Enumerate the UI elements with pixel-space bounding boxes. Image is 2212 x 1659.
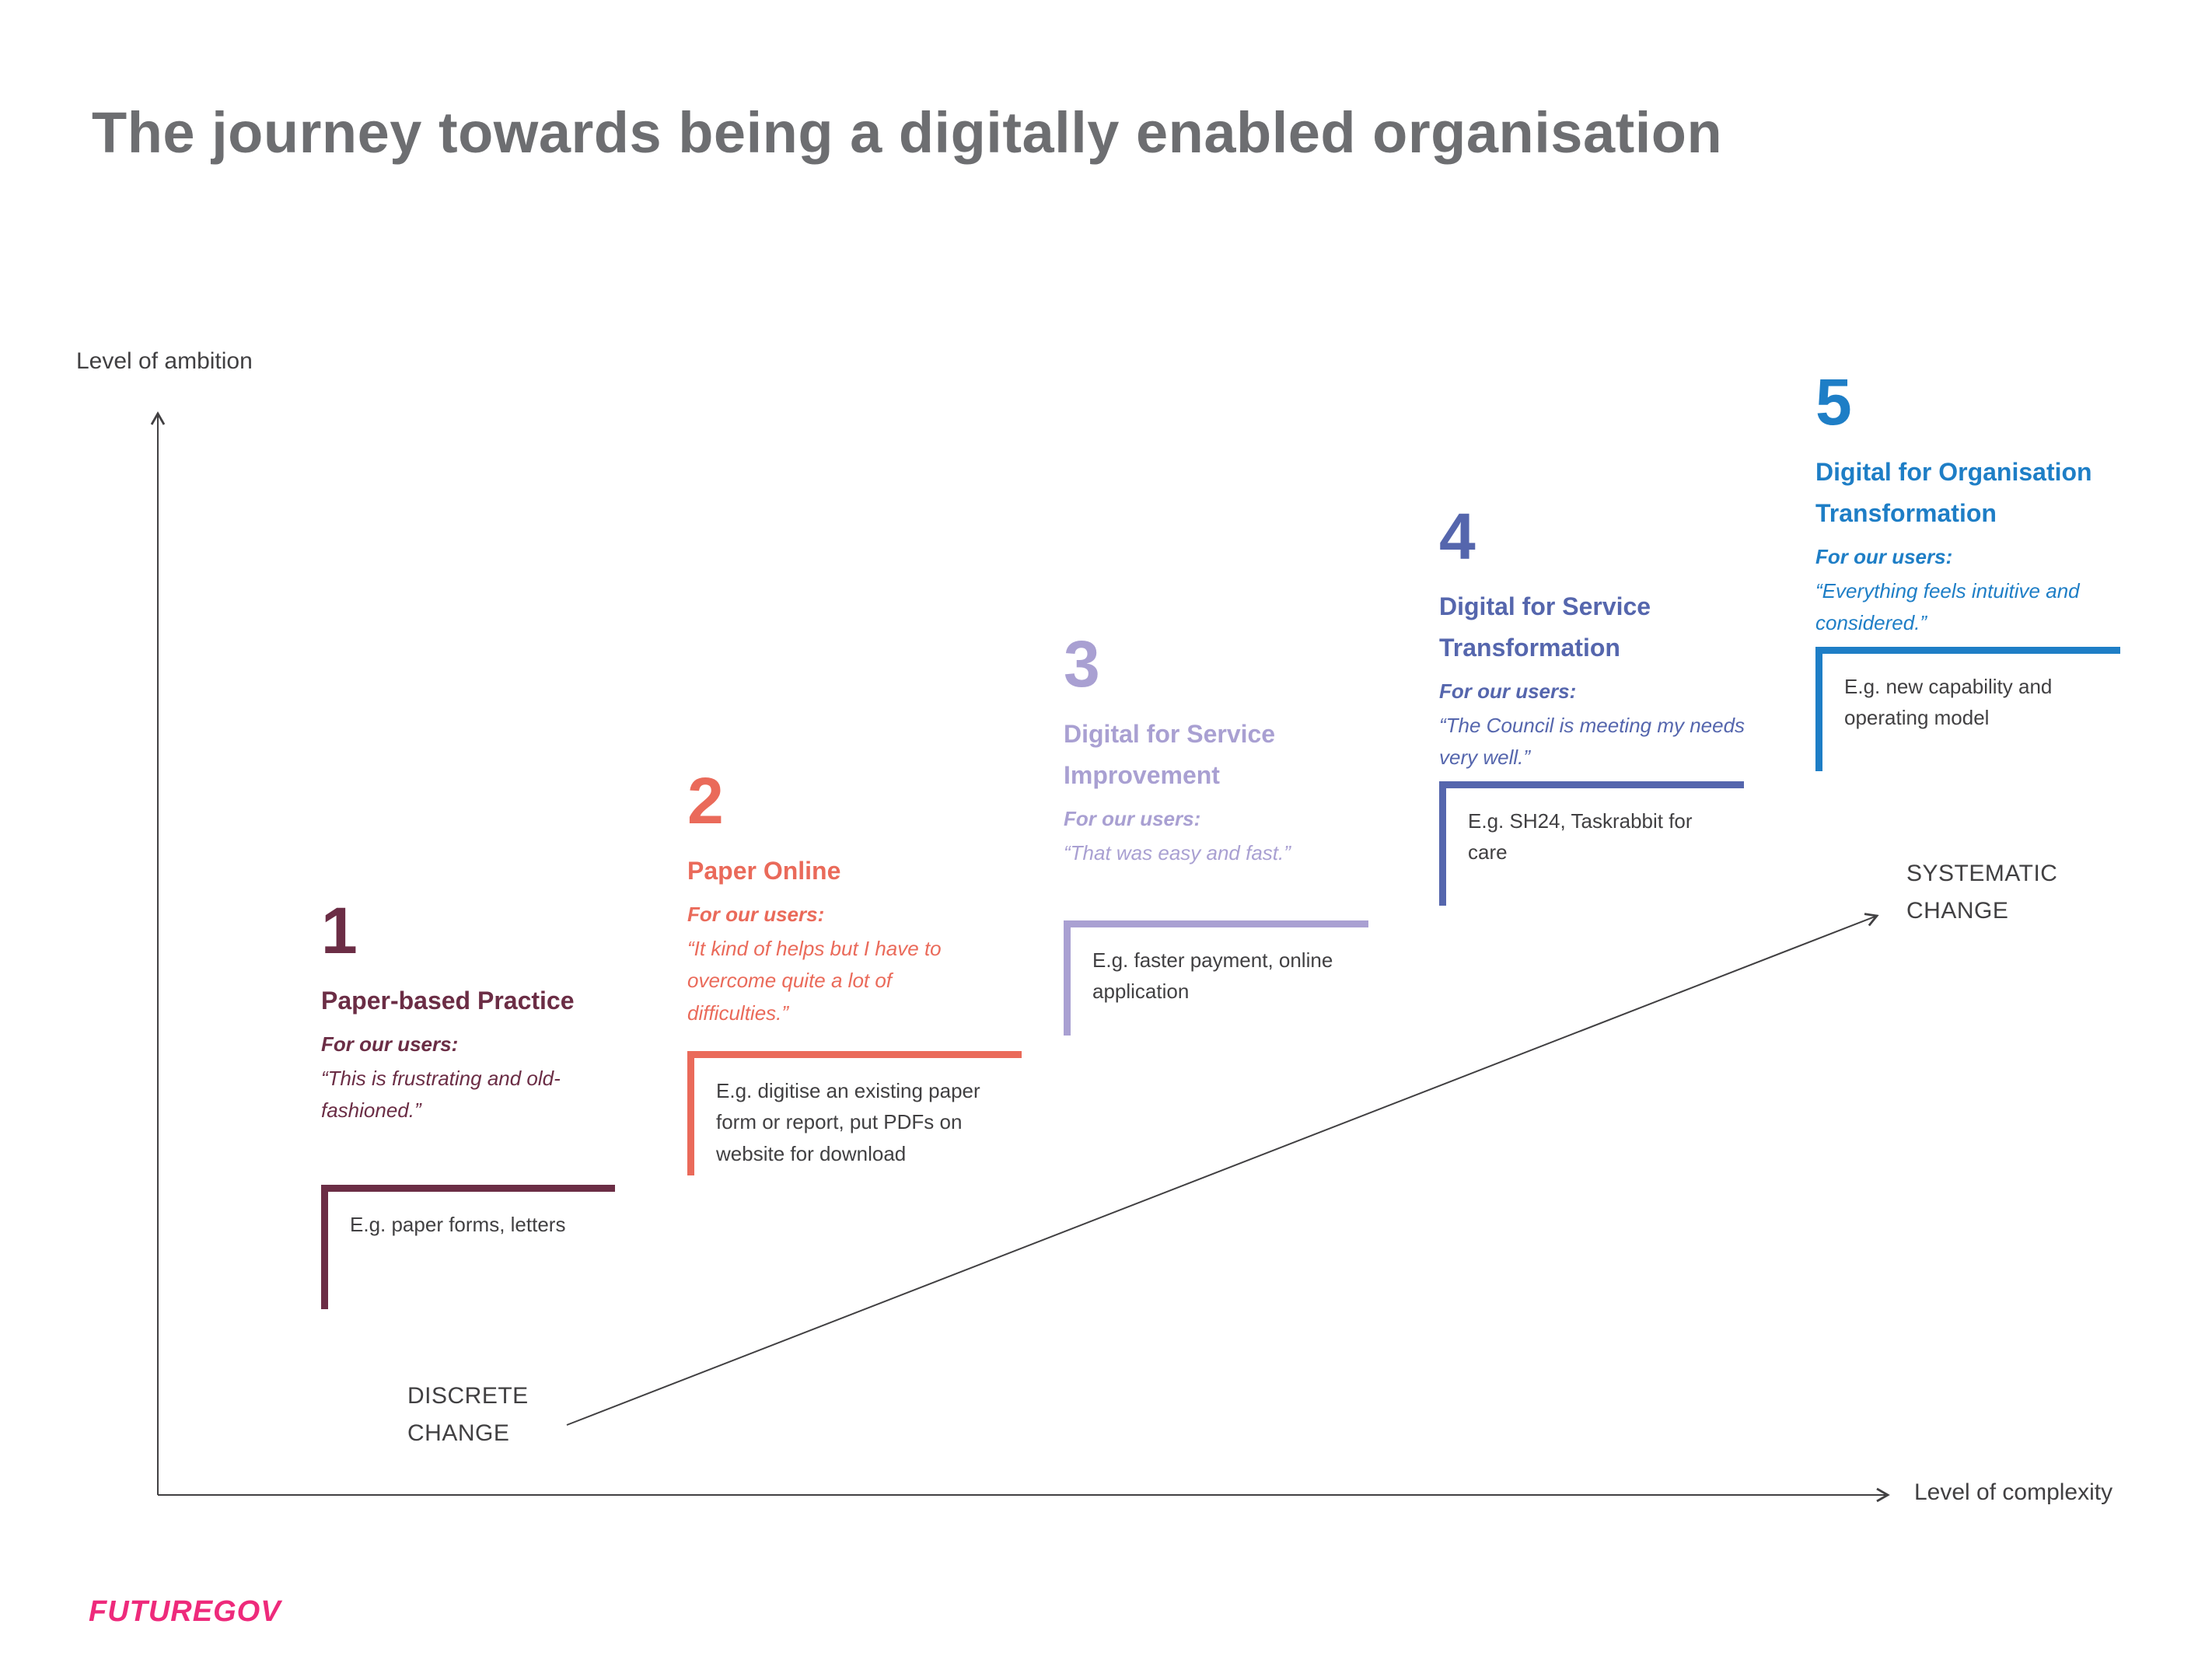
stage-3-block: 3 Digital for Service Improvement For ou… [1064, 631, 1371, 869]
stage-5-example-bracket: E.g. new capability and operating model [1815, 647, 2120, 771]
stage-2-user-quote: “It kind of helps but I have to overcome… [687, 936, 942, 1025]
stage-1-title: Paper-based Practice [321, 987, 575, 1015]
stage-1-block: 1 Paper-based Practice For our users: “T… [321, 898, 605, 1127]
stage-3-title: Digital for Service Improvement [1064, 720, 1276, 789]
stage-3-number: 3 [1064, 627, 1100, 700]
stage-2-number: 2 [687, 764, 724, 837]
stage-5-example-text: E.g. new capability and operating model [1844, 675, 2053, 730]
stage-1-user-quote: “This is frustrating and old-fashioned.” [321, 1066, 561, 1123]
stage-3-example-bracket: E.g. faster payment, online application [1064, 920, 1368, 1036]
stage-5-user-quote: “Everything feels intuitive and consider… [1815, 578, 2080, 635]
y-axis-label: Level of ambition [76, 348, 253, 374]
stage-3-example-text: E.g. faster payment, online application [1092, 948, 1333, 1004]
stage-1-number: 1 [321, 894, 358, 967]
stage-2-title: Paper Online [687, 857, 841, 885]
stage-5-title: Digital for Organisation Transformation [1815, 458, 2092, 527]
x-axis-label: Level of complexity [1914, 1479, 2113, 1505]
stage-3-users-label: For our users: [1064, 806, 1201, 830]
stage-4-users-label: For our users: [1439, 679, 1577, 703]
stage-1-users-label: For our users: [321, 1032, 459, 1056]
stage-2-block: 2 Paper Online For our users: “It kind o… [687, 768, 956, 1030]
stage-2-example-text: E.g. digitise an existing paper form or … [716, 1079, 980, 1165]
stage-4-user-quote: “The Council is meeting my needs very we… [1439, 713, 1745, 770]
stage-1-example-text: E.g. paper forms, letters [350, 1213, 566, 1236]
stage-4-example-text: E.g. SH24, Taskrabbit for care [1468, 809, 1693, 864]
stage-5-number: 5 [1815, 365, 1852, 438]
stage-4-block: 4 Digital for Service Transformation For… [1439, 504, 1749, 774]
stage-1-example-bracket: E.g. paper forms, letters [321, 1185, 615, 1309]
discrete-change-label: DISCRETE CHANGE [407, 1383, 529, 1446]
page-title: The journey towards being a digitally en… [92, 100, 1723, 165]
systematic-change-label: SYSTEMATIC CHANGE [1906, 861, 2058, 924]
stage-4-number: 4 [1439, 500, 1476, 573]
stage-3-user-quote: “That was easy and fast.” [1064, 840, 1291, 864]
stage-5-block: 5 Digital for Organisation Transformatio… [1815, 369, 2165, 640]
stage-5-users-label: For our users: [1815, 544, 1953, 568]
stage-2-example-bracket: E.g. digitise an existing paper form or … [687, 1051, 1022, 1175]
stage-2-users-label: For our users: [687, 902, 825, 926]
stage-4-example-bracket: E.g. SH24, Taskrabbit for care [1439, 781, 1744, 906]
futuregov-logo: FUTUREGOV [89, 1595, 281, 1628]
stage-4-title: Digital for Service Transformation [1439, 592, 1651, 662]
